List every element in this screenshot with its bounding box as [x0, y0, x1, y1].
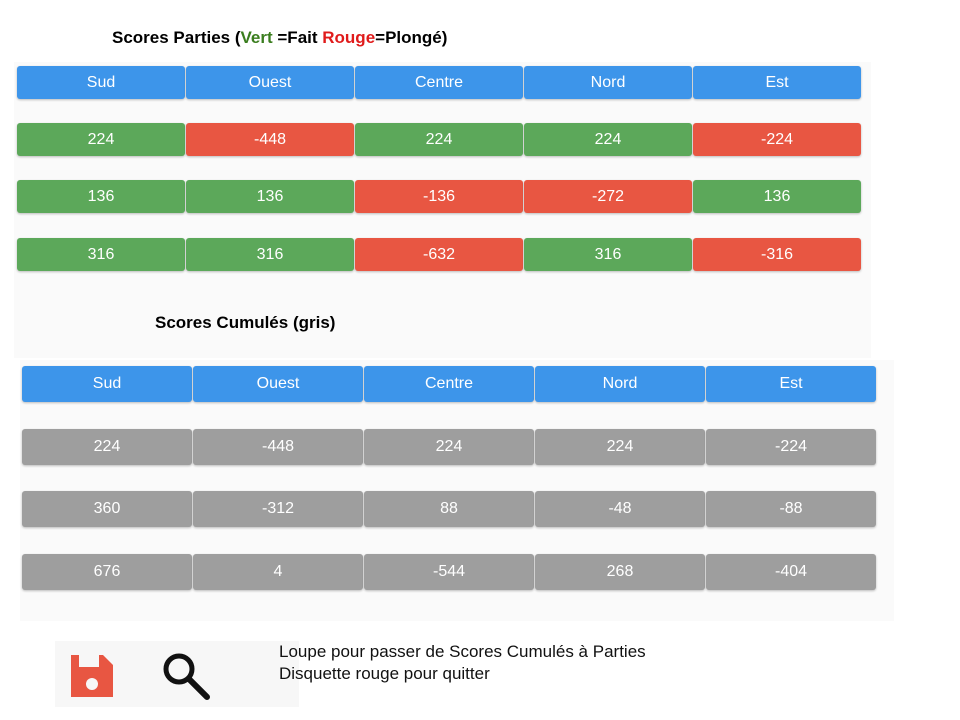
parties-row: 316 316 -632 316 -316 [17, 238, 862, 271]
score-cell: -632 [355, 238, 523, 271]
cumul-row: 360 -312 88 -48 -88 [22, 491, 877, 527]
score-cell: 316 [186, 238, 354, 271]
cumul-cell: 224 [22, 429, 192, 465]
floppy-disk-icon [71, 655, 113, 697]
legend-green-word: Vert [240, 28, 273, 47]
legend-mid: =Fait [272, 28, 323, 47]
note-floppy: Disquette rouge pour quitter [279, 664, 490, 683]
cumul-cell: -88 [706, 491, 876, 527]
cumul-cell: -48 [535, 491, 705, 527]
col-header-ouest: Ouest [193, 366, 363, 402]
cumul-cell: -224 [706, 429, 876, 465]
cumul-cell: -544 [364, 554, 534, 590]
score-cell: 316 [524, 238, 692, 271]
cumul-cell: 88 [364, 491, 534, 527]
col-header-nord: Nord [524, 66, 692, 99]
score-cell: 136 [693, 180, 861, 213]
score-cell: 136 [17, 180, 185, 213]
col-header-est: Est [693, 66, 861, 99]
col-header-centre: Centre [355, 66, 523, 99]
cumul-row: 676 4 -544 268 -404 [22, 554, 877, 590]
parties-row: 224 -448 224 224 -224 [17, 123, 862, 156]
col-header-sud: Sud [17, 66, 185, 99]
cumul-header-row: Sud Ouest Centre Nord Est [22, 366, 877, 402]
cumul-title: Scores Cumulés (gris) [155, 313, 336, 332]
parties-title: Scores Parties (Vert =Fait Rouge=Plongé) [112, 28, 447, 48]
bottom-toolbar [55, 641, 299, 707]
score-cell: -136 [355, 180, 523, 213]
legend-prefix: Scores Parties ( [112, 28, 241, 47]
help-notes: Loupe pour passer de Scores Cumulés à Pa… [279, 641, 646, 685]
score-cell: 136 [186, 180, 354, 213]
note-magnifier: Loupe pour passer de Scores Cumulés à Pa… [279, 642, 646, 661]
score-cell: 224 [524, 123, 692, 156]
legend-suffix: =Plongé) [375, 28, 448, 47]
cumul-cell: 360 [22, 491, 192, 527]
cumul-cell: 224 [535, 429, 705, 465]
score-cell: 224 [355, 123, 523, 156]
cumul-cell: -448 [193, 429, 363, 465]
score-cell: 224 [17, 123, 185, 156]
score-cell: -224 [693, 123, 861, 156]
score-cell: 316 [17, 238, 185, 271]
magnifier-icon [163, 653, 210, 700]
col-header-centre: Centre [364, 366, 534, 402]
score-cell: -316 [693, 238, 861, 271]
cumul-cell: -404 [706, 554, 876, 590]
cumul-cell: 4 [193, 554, 363, 590]
score-cell: -448 [186, 123, 354, 156]
col-header-sud: Sud [22, 366, 192, 402]
col-header-nord: Nord [535, 366, 705, 402]
cumul-row: 224 -448 224 224 -224 [22, 429, 877, 465]
score-cell: -272 [524, 180, 692, 213]
parties-header-row: Sud Ouest Centre Nord Est [17, 66, 862, 99]
legend-red-word: Rouge [322, 28, 376, 47]
cumul-cell: 676 [22, 554, 192, 590]
cumul-cell: 224 [364, 429, 534, 465]
parties-row: 136 136 -136 -272 136 [17, 180, 862, 213]
save-quit-button[interactable] [67, 651, 117, 706]
col-header-est: Est [706, 366, 876, 402]
toggle-view-button[interactable] [159, 649, 213, 708]
cumul-cell: -312 [193, 491, 363, 527]
col-header-ouest: Ouest [186, 66, 354, 99]
cumul-cell: 268 [535, 554, 705, 590]
